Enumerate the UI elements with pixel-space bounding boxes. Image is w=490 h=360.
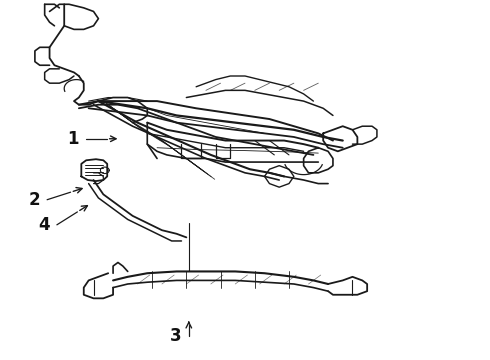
Text: 3: 3 [170, 327, 181, 345]
Text: 4: 4 [38, 216, 49, 234]
Text: 1: 1 [67, 130, 79, 148]
Text: 2: 2 [28, 191, 40, 209]
